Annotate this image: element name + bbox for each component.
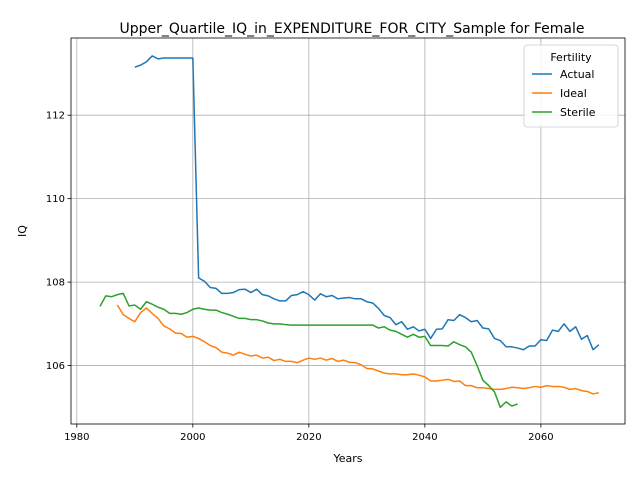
series-line-actual xyxy=(134,55,600,351)
legend-title: Fertility xyxy=(550,51,592,64)
y-axis-label: IQ xyxy=(16,225,29,237)
series-line-ideal xyxy=(116,304,600,395)
legend: Fertility Actual Ideal Sterile xyxy=(523,44,619,128)
y-tick-label: 110 xyxy=(46,194,65,205)
x-axis-ticks: 1980 2000 2020 2040 2060 xyxy=(64,424,554,443)
x-axis-label: Years xyxy=(332,452,362,465)
x-tick-label: 2020 xyxy=(296,432,321,443)
series-line-sterile xyxy=(99,292,518,409)
x-tick-label: 2040 xyxy=(412,432,437,443)
legend-label-actual: Actual xyxy=(560,68,594,81)
x-tick-label: 2060 xyxy=(528,432,553,443)
legend-label-sterile: Sterile xyxy=(560,106,596,119)
legend-label-ideal: Ideal xyxy=(560,87,587,100)
y-axis-ticks: 106 108 110 112 xyxy=(46,111,71,372)
y-tick-label: 108 xyxy=(46,278,65,289)
x-tick-label: 2000 xyxy=(180,432,205,443)
x-tick-label: 1980 xyxy=(64,432,89,443)
plot-frame xyxy=(70,37,626,425)
chart-title: Upper_Quartile_IQ_in_EXPENDITURE_FOR_CIT… xyxy=(120,21,585,37)
series-lines xyxy=(99,55,600,409)
grid xyxy=(71,38,625,424)
legend-box xyxy=(523,44,619,128)
y-tick-label: 112 xyxy=(46,111,65,122)
y-tick-label: 106 xyxy=(46,361,65,372)
